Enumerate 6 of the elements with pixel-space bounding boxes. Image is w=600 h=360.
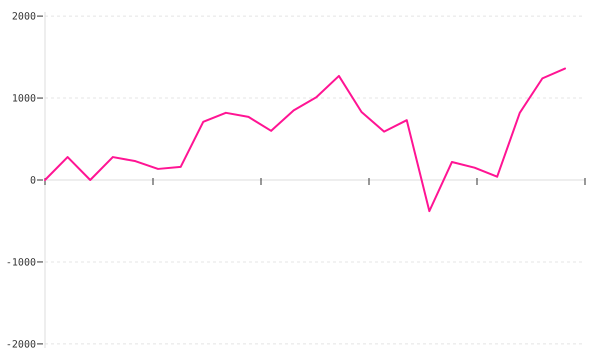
y-tick-label: 2000 <box>12 12 36 23</box>
y-tick-label: 0 <box>30 176 36 186</box>
y-tick-label: -1000 <box>6 257 36 268</box>
line-series <box>44 68 566 212</box>
y-tick-label: -2000 <box>6 339 36 350</box>
y-tick-label: 1000 <box>12 94 36 105</box>
